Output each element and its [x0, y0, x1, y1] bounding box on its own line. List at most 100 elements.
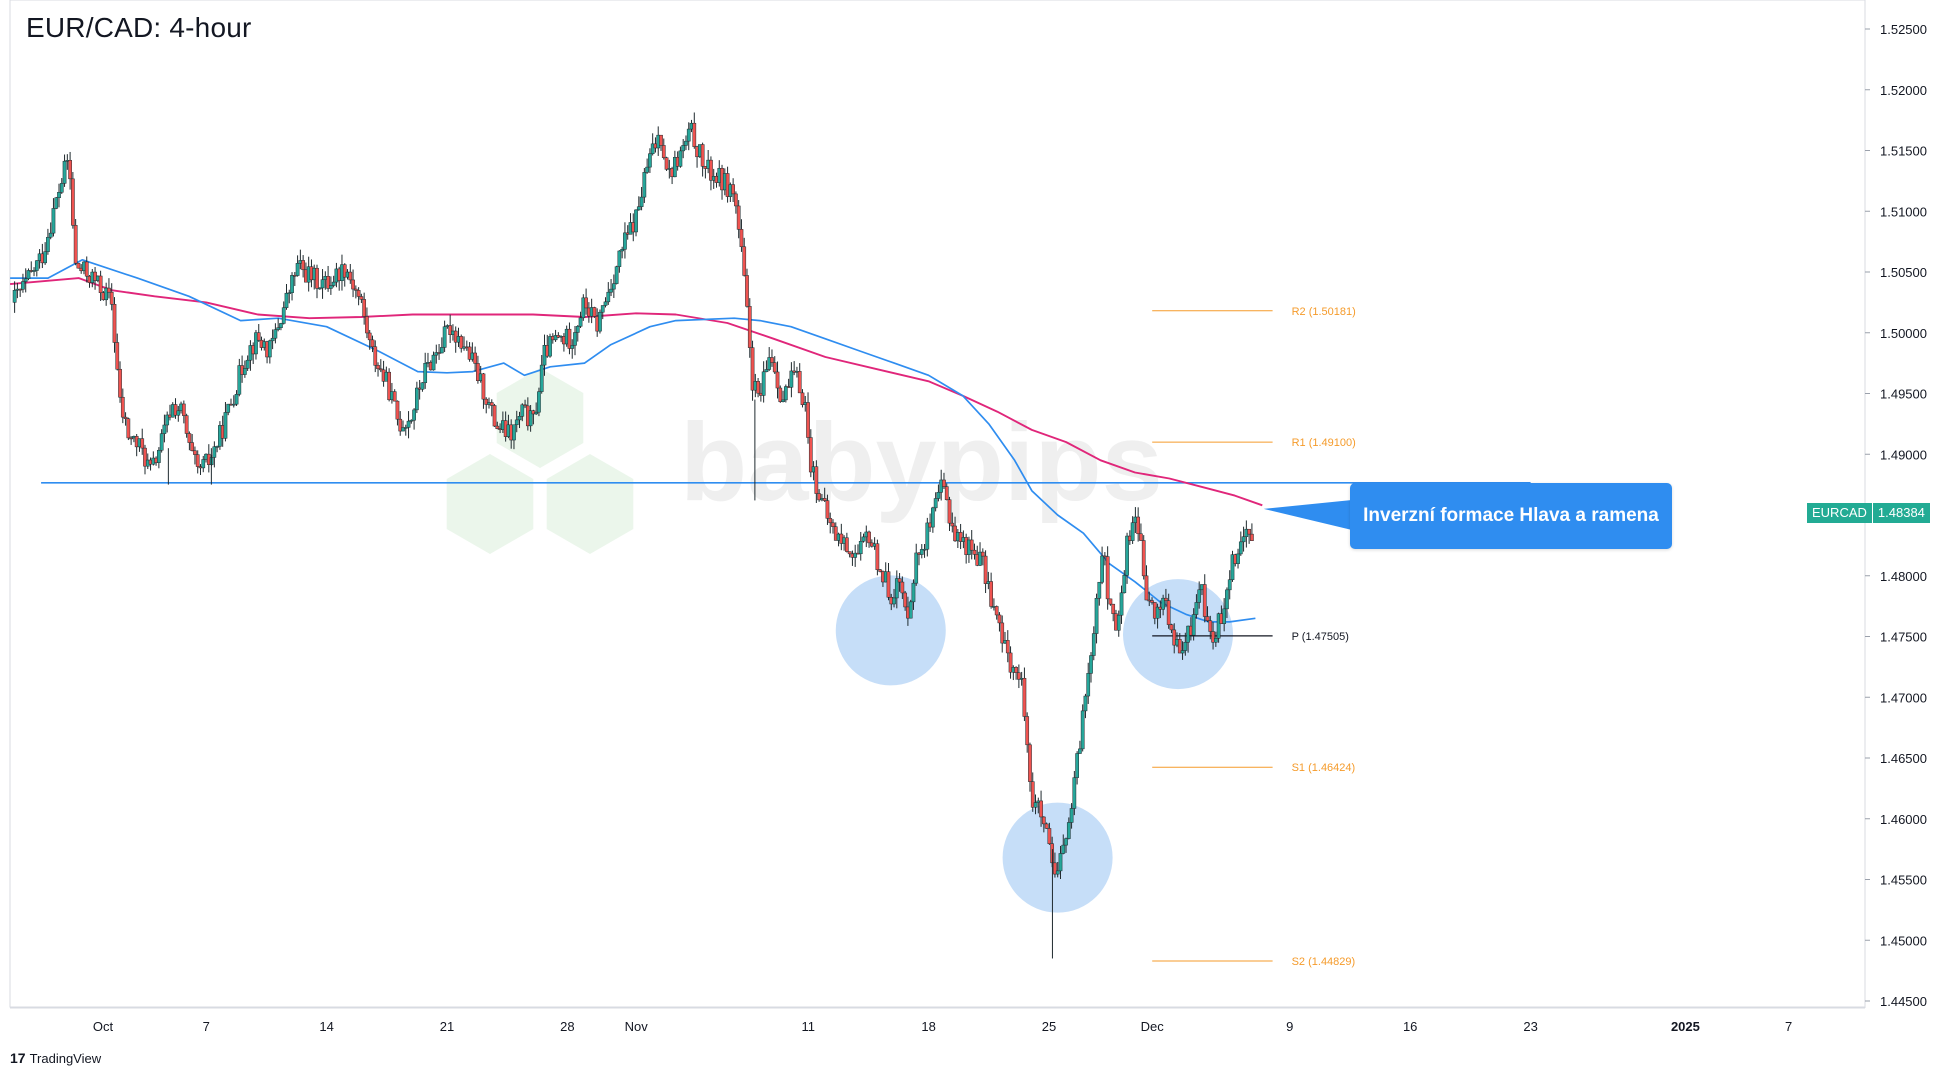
candle-348 [978, 542, 982, 566]
candle-264 [745, 268, 749, 308]
candle-234 [661, 138, 666, 160]
candle-body-410 [1150, 600, 1154, 603]
candle-body-391 [1097, 581, 1102, 599]
candle-body-296 [833, 526, 838, 541]
time-tick-label-13: 2025 [1671, 1019, 1700, 1034]
candle-body-375 [1053, 862, 1057, 875]
candle-body-144 [412, 409, 416, 421]
last-price-badge: EURCAD 1.48384 [1807, 503, 1930, 523]
candle-79 [231, 395, 236, 408]
time-axis[interactable]: Oct 7 14 21 28 Nov 11 18 25 Dec 9 16 23 2025 7 [93, 1019, 1792, 1034]
candle-body-113 [326, 276, 330, 289]
candle-body-217 [614, 266, 619, 284]
candle-body-139 [398, 418, 403, 432]
candle-214 [606, 282, 611, 305]
candle-445 [1247, 528, 1251, 544]
candle-420 [1177, 633, 1182, 654]
price-tick-label-16: 1.44500 [1880, 994, 1927, 1009]
candle-240 [678, 146, 683, 168]
candle-body-243 [686, 128, 691, 142]
candle-body-229 [648, 153, 652, 168]
candle-182 [517, 411, 522, 429]
candle-248 [700, 142, 705, 177]
candle-body-88 [256, 332, 261, 341]
candle-body-16 [57, 192, 61, 199]
candle-body-276 [778, 387, 783, 402]
candle-body-40 [123, 416, 128, 419]
candle-432 [1211, 622, 1215, 650]
candle-body-42 [129, 437, 133, 440]
candle-380 [1066, 817, 1071, 840]
candle-377 [1058, 845, 1063, 879]
candle-body-93 [270, 337, 275, 342]
candle-body-328 [922, 548, 927, 551]
candle-114 [329, 276, 333, 295]
candle-144 [412, 408, 416, 430]
candle-20 [68, 151, 72, 190]
watermark-hex-1 [496, 368, 584, 468]
candle-193 [548, 333, 552, 358]
candle-227 [642, 168, 647, 203]
time-tick-label-12: 23 [1523, 1019, 1537, 1034]
candle-body-31 [98, 275, 103, 293]
candle-body-157 [448, 325, 453, 335]
candle-46 [140, 428, 145, 455]
candle-295 [831, 519, 835, 534]
candle-414 [1161, 594, 1165, 616]
candle-body-166 [473, 352, 477, 364]
watermark-hex-2 [446, 454, 534, 554]
candle-body-407 [1141, 540, 1146, 577]
candle-301 [847, 551, 852, 558]
candle-373 [1047, 822, 1052, 845]
candle-body-143 [409, 419, 414, 422]
candle-224 [634, 209, 638, 237]
candle-body-355 [997, 614, 1002, 624]
candle-294 [828, 512, 833, 534]
candle-61 [181, 400, 186, 424]
candle-body-426 [1194, 602, 1199, 615]
candle-81 [237, 358, 242, 397]
candle-body-436 [1222, 608, 1227, 624]
price-axis[interactable]: 1.52500 1.52000 1.51500 1.51000 1.50500 1.500… [1864, 0, 1927, 1009]
pattern-annotation[interactable]: Inverzní formace Hlava a ramena [1350, 483, 1672, 549]
candle-body-203 [575, 326, 580, 333]
candle-body-65 [193, 450, 197, 455]
candle-386 [1083, 693, 1088, 719]
candle-235 [664, 156, 669, 171]
candle-426 [1194, 594, 1199, 619]
footer-brand[interactable]: TradingView [29, 1050, 102, 1066]
candle-315 [886, 562, 891, 601]
candle-body-260 [734, 193, 738, 207]
candle-body-305 [858, 540, 863, 555]
candle-141 [403, 424, 408, 436]
candle-367 [1030, 772, 1035, 812]
candle-278 [783, 384, 788, 403]
candle-147 [420, 382, 425, 392]
candle-283 [797, 363, 802, 394]
candle-body-35 [109, 291, 114, 305]
highlight-right-shoulder [1123, 579, 1233, 690]
price-tick-label-3: 1.51000 [1880, 204, 1927, 219]
candle-body-47 [143, 447, 147, 467]
candle-370 [1039, 790, 1043, 827]
candle-body-332 [933, 498, 938, 509]
candle-387 [1086, 662, 1091, 704]
candle-body-327 [919, 549, 924, 555]
candle-7 [32, 267, 36, 277]
candle-body-123 [353, 288, 358, 291]
candle-172 [489, 399, 494, 417]
candle-body-125 [359, 296, 364, 300]
candle-body-73 [215, 446, 219, 448]
candle-217 [614, 265, 619, 285]
candle-443 [1241, 526, 1246, 552]
candle-body-295 [831, 522, 835, 527]
candle-body-46 [140, 438, 145, 449]
candle-body-101 [292, 275, 297, 277]
candle-16 [57, 183, 61, 208]
candle-body-383 [1075, 753, 1079, 778]
candle-body-132 [378, 368, 383, 371]
watermark-text: babypips [680, 401, 1163, 524]
candle-290 [817, 489, 821, 502]
candle-174 [495, 421, 500, 430]
